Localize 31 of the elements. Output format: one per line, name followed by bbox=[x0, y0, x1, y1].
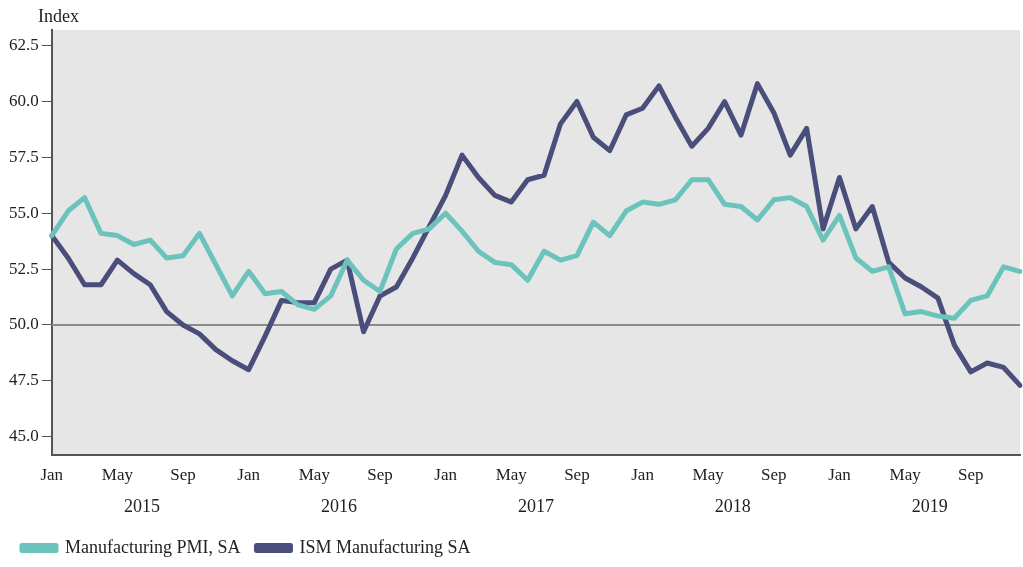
x-tick-label: May bbox=[298, 465, 331, 485]
text: 2015 bbox=[124, 496, 161, 517]
x-tick-label: Sep bbox=[170, 465, 196, 485]
y-tick-label: 50.0 bbox=[9, 314, 39, 334]
x-tick-label: Sep bbox=[958, 465, 984, 485]
text: 2016 bbox=[320, 496, 357, 517]
legend-label: ISM Manufacturing SA bbox=[299, 536, 471, 557]
y-tick-label: 47.5 bbox=[9, 370, 39, 390]
legend-label: Manufacturing PMI, SA bbox=[65, 536, 241, 557]
x-tick-label: May bbox=[101, 465, 134, 485]
text: 2017 bbox=[517, 496, 554, 517]
x-tick-label: Jan bbox=[434, 465, 458, 485]
x-tick-label: Jan bbox=[237, 465, 261, 485]
x-tick-label: May bbox=[692, 465, 725, 485]
x-tick-label: Sep bbox=[761, 465, 787, 485]
y-tick-label: 60.0 bbox=[9, 90, 39, 110]
y-tick-label: 55.0 bbox=[9, 202, 39, 222]
x-tick-label: Jan bbox=[40, 465, 64, 485]
y-tick-label: 62.5 bbox=[9, 35, 39, 55]
text: 2019 bbox=[911, 496, 948, 517]
x-tick-label: Jan bbox=[828, 465, 852, 485]
x-tick-label: Sep bbox=[564, 465, 590, 485]
x-tick-label: Sep bbox=[367, 465, 393, 485]
y-tick-label: 57.5 bbox=[9, 146, 39, 166]
y-tick-label: 45.0 bbox=[9, 426, 39, 446]
text: 2018 bbox=[714, 496, 751, 517]
x-tick-label: May bbox=[495, 465, 528, 485]
x-tick-label: May bbox=[889, 465, 922, 485]
y-tick-label: 52.5 bbox=[9, 258, 39, 278]
y-axis-title: Index bbox=[38, 5, 79, 26]
x-tick-label: Jan bbox=[631, 465, 655, 485]
